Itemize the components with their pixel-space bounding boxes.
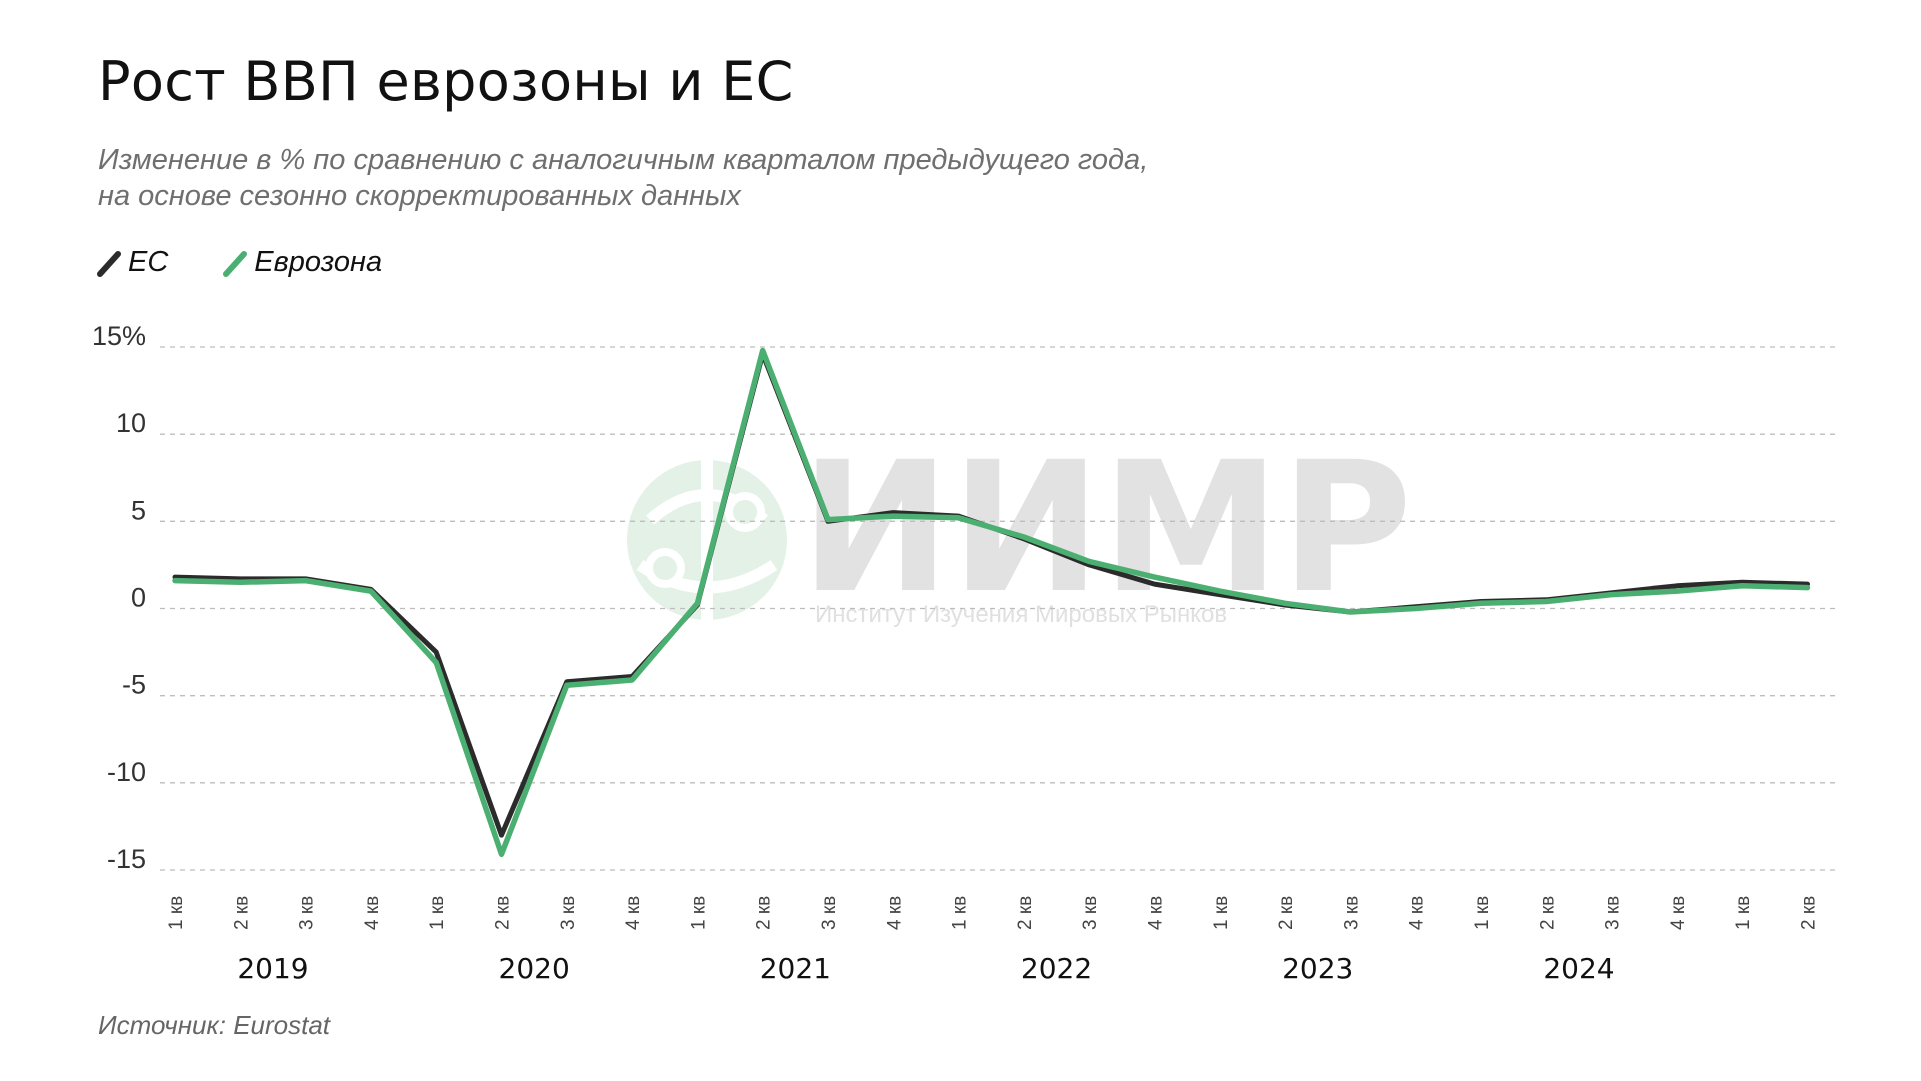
x-tick-label: 2 кв: [1015, 896, 1036, 930]
x-tick-label: 1 кв: [427, 896, 448, 930]
watermark-name: ИИМР: [800, 424, 1412, 633]
x-tick-label: 3 кв: [1603, 896, 1624, 930]
source-note: Источник: Eurostat: [98, 1010, 331, 1040]
x-tick-label: 1 кв: [1211, 896, 1232, 930]
x-axis-quarter-labels: 1 кв 2 кв 3 кв 4 кв 1 кв 2 кв 3 кв 4 кв 1 кв 2 кв…: [166, 896, 1820, 930]
watermark-globe-icon: [627, 460, 787, 620]
legend-label-eu: ЕС: [128, 246, 169, 278]
y-axis-ticks: 15% 10 5 0 -5 -10 -15: [92, 321, 146, 874]
x-axis-year-labels: 2019 2020 2021 2022 2023 2024: [237, 952, 1614, 985]
legend-swatch-eurozone: [223, 250, 248, 277]
x-tick-label: 3 кв: [1341, 896, 1362, 930]
x-tick-label: 3 кв: [297, 896, 318, 930]
x-tick-label: 3 кв: [1080, 896, 1101, 930]
series-line-eurozone: [172, 347, 1811, 858]
year-label: 2022: [1021, 952, 1092, 985]
x-tick-label: 2 кв: [1276, 896, 1297, 930]
x-tick-label: 2 кв: [231, 896, 252, 930]
x-tick-label: 1 кв: [1472, 896, 1493, 930]
y-tick-label: 15%: [92, 321, 146, 351]
x-tick-label: 1 кв: [688, 896, 709, 930]
legend-item-eurozone[interactable]: Еврозона: [222, 246, 382, 279]
x-tick-label: 1 кв: [166, 896, 187, 930]
y-tick-label: -15: [107, 844, 146, 874]
x-tick-label: 2 кв: [1799, 896, 1820, 930]
y-tick-label: -5: [122, 670, 146, 700]
chart-title: Рост ВВП еврозоны и ЕС: [98, 50, 794, 113]
legend-swatch-eu: [97, 250, 121, 277]
legend-label-eurozone: Еврозона: [254, 246, 383, 278]
y-tick-label: 0: [131, 583, 146, 613]
series-lines: [172, 347, 1811, 858]
legend: ЕС Еврозона: [96, 246, 436, 279]
year-label: 2021: [760, 952, 831, 985]
legend-swatch-eurozone-stroke: [223, 250, 248, 277]
x-tick-label: 2 кв: [754, 896, 775, 930]
x-tick-label: 3 кв: [558, 896, 579, 930]
legend-item-eu[interactable]: ЕС: [96, 246, 168, 279]
chart-subtitle: Изменение в % по сравнению с аналогичным…: [98, 142, 1148, 214]
x-tick-label: 2 кв: [1537, 896, 1558, 930]
x-tick-label: 4 кв: [362, 896, 383, 930]
x-tick-label: 4 кв: [623, 896, 644, 930]
gridlines: [160, 346, 1840, 871]
x-tick-label: 4 кв: [1668, 896, 1689, 930]
subtitle-line-1: Изменение в % по сравнению с аналогичным…: [98, 144, 1149, 176]
year-label: 2023: [1282, 952, 1353, 985]
watermark: ИИМР Институт Изучения Мировых Рынков: [627, 424, 1412, 633]
x-tick-label: 4 кв: [884, 896, 905, 930]
legend-swatch-eu-stroke: [97, 250, 121, 277]
x-tick-label: 1 кв: [1733, 896, 1754, 930]
subtitle-line-2: на основе сезонно скорректированных данн…: [98, 180, 741, 212]
year-label: 2024: [1543, 952, 1614, 985]
year-label: 2019: [237, 952, 308, 985]
y-tick-label: -10: [107, 757, 146, 787]
x-tick-label: 2 кв: [493, 896, 514, 930]
x-tick-label: 1 кв: [950, 896, 971, 930]
year-label: 2020: [499, 952, 570, 985]
y-tick-label: 10: [116, 408, 146, 438]
x-tick-label: 3 кв: [819, 896, 840, 930]
x-tick-label: 4 кв: [1407, 896, 1428, 930]
watermark-subtitle: Институт Изучения Мировых Рынков: [815, 601, 1227, 628]
x-tick-label: 4 кв: [1146, 896, 1167, 930]
y-tick-label: 5: [131, 495, 146, 525]
